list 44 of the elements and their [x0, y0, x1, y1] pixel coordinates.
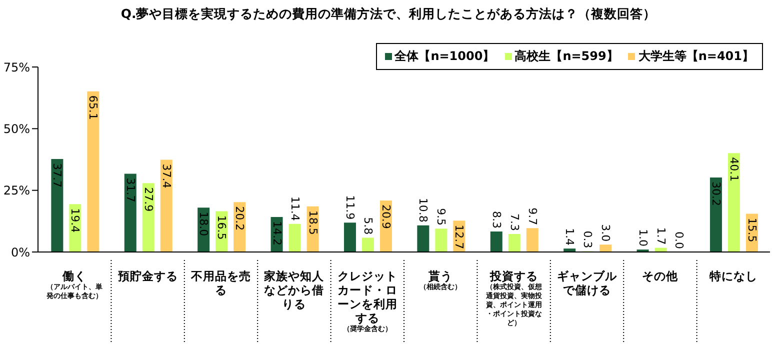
data-label: 11.4 — [288, 196, 302, 221]
y-tick-label: 50% — [3, 122, 30, 136]
data-label: 9.7 — [526, 208, 539, 226]
data-label: 27.9 — [142, 187, 155, 212]
data-label: 16.5 — [215, 215, 228, 240]
data-label: 18.0 — [197, 212, 210, 236]
data-label: 1.0 — [636, 229, 650, 247]
x-tick-label: その他 — [642, 269, 680, 283]
data-label: 31.7 — [124, 178, 137, 202]
y-tick-label: 25% — [3, 184, 30, 198]
data-label: 0.3 — [581, 230, 594, 248]
y-tick-label: 75% — [3, 60, 30, 74]
data-label: 1.7 — [654, 227, 668, 245]
x-tick-label: 特になし — [708, 269, 758, 283]
y-tick-label: 0% — [10, 245, 30, 260]
chart-title: Q.夢や目標を実現するための費用の準備方法で、利用したことがある方法は？（複数回答） — [120, 6, 658, 23]
data-label: 15.5 — [745, 218, 758, 242]
data-label: 40.1 — [727, 157, 740, 182]
data-label: 37.7 — [50, 163, 64, 188]
data-label: 18.5 — [306, 210, 320, 235]
data-label: 7.3 — [508, 213, 521, 231]
legend-label: 大学生等【n=401】 — [637, 48, 754, 65]
data-label: 37.4 — [160, 164, 173, 188]
data-label: 8.3 — [490, 211, 503, 229]
data-label: 11.9 — [343, 195, 356, 220]
x-tick-label: ギャンブルで儲ける — [557, 269, 618, 297]
data-label: 5.8 — [361, 217, 374, 235]
data-label: 9.5 — [434, 208, 448, 226]
data-label: 20.9 — [379, 204, 392, 229]
data-label: 19.4 — [68, 208, 82, 233]
x-tick-label: 不用品を売る — [190, 269, 251, 297]
data-label: 65.1 — [86, 95, 100, 120]
data-label: 30.2 — [709, 182, 722, 206]
data-label: 20.2 — [233, 206, 246, 231]
x-tick-label: 家族や知人などから借りる — [263, 269, 326, 311]
data-label: 12.7 — [452, 224, 466, 250]
data-label: 1.4 — [563, 228, 576, 246]
data-label: 14.2 — [270, 220, 284, 246]
data-label: 3.0 — [599, 224, 612, 242]
legend-label: 全体【n=1000】 — [394, 48, 495, 65]
legend-label: 高校生【n=599】 — [514, 48, 618, 65]
data-label: 10.8 — [416, 198, 430, 222]
x-tick-label: 預貯金する — [116, 269, 178, 283]
data-label: 0.0 — [672, 231, 686, 249]
